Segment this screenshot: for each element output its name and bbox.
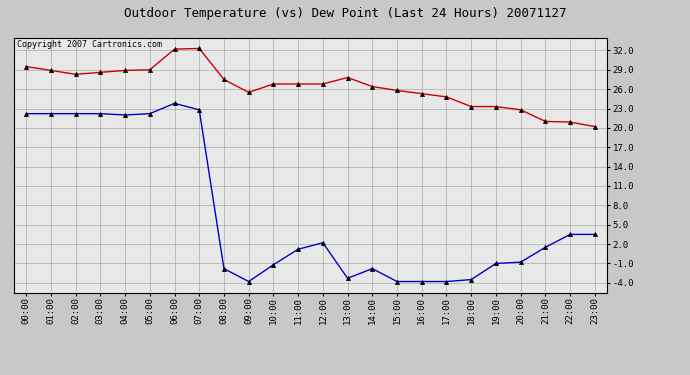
Text: Outdoor Temperature (vs) Dew Point (Last 24 Hours) 20071127: Outdoor Temperature (vs) Dew Point (Last… [124,8,566,21]
Text: Copyright 2007 Cartronics.com: Copyright 2007 Cartronics.com [17,40,161,49]
